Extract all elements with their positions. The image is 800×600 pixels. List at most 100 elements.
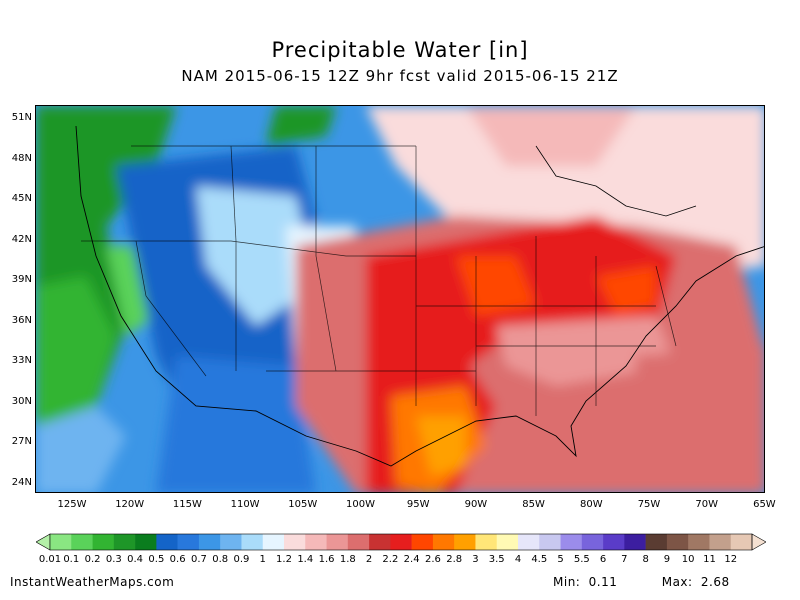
min-value: 0.11	[588, 575, 618, 589]
colorbar-label: 0.8	[212, 554, 229, 565]
min-max-readout: Min: 0.11 Max: 2.68	[553, 575, 734, 589]
lon-label: 125W	[57, 499, 87, 510]
lon-label: 120W	[115, 499, 145, 510]
colorbar-label: 0.2	[84, 554, 101, 565]
colorbar-swatch	[581, 534, 604, 550]
colorbar-label: 1	[259, 554, 266, 565]
colorbar-label: 10	[681, 554, 695, 565]
colorbar-label: 0.9	[233, 554, 250, 565]
colorbar-arrow-high	[751, 533, 766, 551]
colorbar-swatch	[92, 534, 115, 550]
colorbar-swatch	[603, 534, 625, 550]
colorbar-swatch	[50, 534, 72, 550]
colorbar-label: 2.6	[424, 554, 441, 565]
colorbar-swatch	[326, 534, 349, 550]
colorbar-label: 6	[599, 554, 607, 565]
colorbar-label: 9	[663, 554, 671, 565]
colorbar-label: 0.5	[148, 554, 165, 565]
lat-label: 48N	[11, 152, 32, 164]
colorbar-swatch	[135, 534, 157, 550]
precipitable-water-map	[35, 105, 765, 493]
colorbar-label: 4.5	[531, 554, 548, 565]
colorbar-label: 5.5	[573, 554, 590, 565]
colorbar-label: 1.4	[297, 554, 314, 565]
colorbar-swatch	[475, 534, 498, 550]
colorbar-label: 8	[642, 554, 649, 565]
max-value: 2.68	[700, 575, 730, 589]
colorbar-label: 1.6	[318, 554, 335, 565]
colorbar-swatch	[496, 534, 519, 550]
colorbar-swatch	[666, 534, 689, 550]
colorbar-label: 0.4	[127, 554, 144, 565]
colorbar-swatch	[645, 534, 668, 550]
lat-label: 33N	[11, 355, 32, 366]
colorbar-label: 2.2	[382, 554, 399, 565]
colorbar-swatch	[156, 534, 178, 550]
colorbar-swatch	[177, 534, 200, 550]
colorbar-label: 3	[472, 554, 479, 565]
colorbar-swatch	[390, 534, 412, 550]
lon-label: 70W	[695, 499, 718, 510]
lon-label: 90W	[464, 499, 488, 510]
lon-label: 95W	[406, 499, 430, 510]
colorbar-label: 12	[724, 554, 738, 565]
colorbar-swatch	[518, 534, 540, 550]
colorbar-label: 0.6	[169, 554, 186, 565]
lat-label: 24N	[11, 476, 32, 488]
colorbar-label: 4	[514, 554, 522, 565]
colorbar-swatch	[241, 534, 264, 550]
colorbar	[36, 533, 766, 551]
colorbar-label: 0.3	[105, 554, 122, 565]
lon-label: 85W	[522, 499, 545, 510]
colorbar-label: 2.8	[446, 554, 463, 565]
colorbar-swatch	[624, 534, 646, 550]
state-boundaries	[81, 145, 677, 416]
colorbar-label: 2	[365, 554, 373, 565]
colorbar-swatch	[113, 534, 136, 550]
lat-label: 27N	[11, 436, 32, 447]
colorbar-swatch	[71, 534, 93, 550]
map-subtitle: NAM 2015-06-15 12Z 9hr fcst valid 2015-0…	[181, 67, 619, 85]
colorbar-label: 5	[557, 554, 564, 565]
colorbar-swatch	[709, 534, 732, 550]
site-credit: InstantWeatherMaps.com	[10, 575, 175, 589]
colorbar-swatch	[730, 534, 753, 550]
lon-label: 100W	[346, 499, 375, 510]
colorbar-label: 11	[703, 554, 716, 565]
pw-field	[36, 106, 764, 492]
colorbar-label: 0.01	[38, 554, 62, 565]
colorbar-label: 1.2	[276, 554, 292, 565]
colorbar-swatch	[411, 534, 434, 550]
lat-label: 45N	[11, 193, 32, 204]
colorbar-swatch	[560, 534, 583, 550]
colorbar-swatch	[198, 534, 221, 550]
colorbar-label: 0.1	[63, 554, 80, 565]
lat-label: 36N	[11, 314, 32, 326]
lat-label: 39N	[11, 274, 32, 285]
colorbar-swatch	[305, 534, 327, 550]
lon-label: 105W	[288, 499, 318, 510]
lat-label: 42N	[11, 233, 32, 245]
colorbar-swatch	[347, 534, 370, 550]
lon-label: 65W	[753, 499, 776, 510]
great-lakes-outline	[535, 145, 697, 217]
colorbar-swatch	[688, 534, 710, 550]
coastline	[75, 125, 764, 467]
map-canvas	[36, 106, 764, 492]
colorbar-swatch	[539, 534, 561, 550]
colorbar-label: 2.4	[403, 554, 420, 565]
lon-label: 80W	[579, 499, 603, 510]
lat-label: 30N	[11, 395, 32, 407]
colorbar-swatch	[220, 534, 242, 550]
colorbar-label: 3.5	[488, 554, 505, 565]
max-label: Max:	[661, 575, 693, 589]
colorbar-swatch	[284, 534, 306, 550]
colorbar-label: 7	[621, 554, 628, 565]
lat-label: 51N	[11, 112, 32, 123]
colorbar-swatch	[454, 534, 476, 550]
colorbar-border	[49, 533, 753, 551]
lon-label: 115W	[172, 499, 202, 510]
colorbar-swatch	[262, 534, 285, 550]
map-title: Precipitable Water [in]	[271, 38, 529, 62]
colorbar-label: 1.8	[339, 554, 356, 565]
